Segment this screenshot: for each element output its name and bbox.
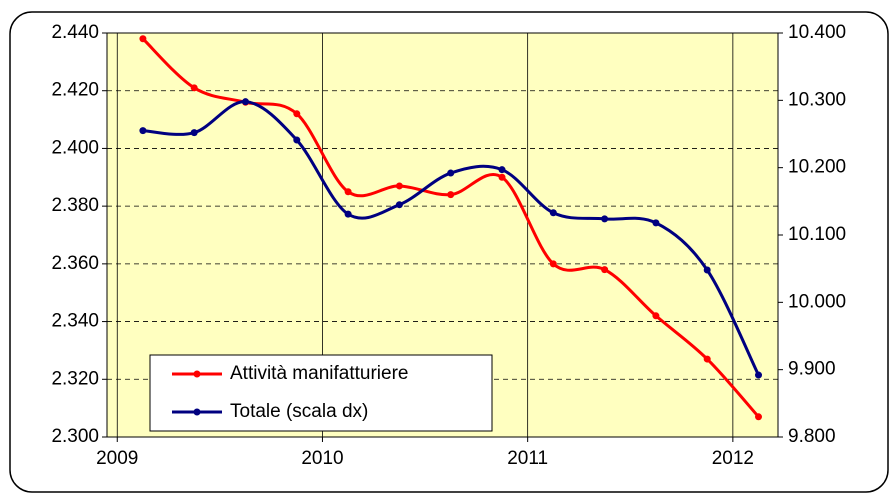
data-point <box>139 35 147 43</box>
y-tick-label: 2.440 <box>51 22 99 43</box>
y2-tick-label: 10.000 <box>788 291 846 312</box>
data-point <box>344 188 352 196</box>
data-point <box>293 110 301 118</box>
data-point <box>601 266 609 274</box>
data-point <box>755 413 763 421</box>
legend-label: Attività manifatturiere <box>230 363 408 384</box>
data-point <box>498 173 506 181</box>
y2-tick-label: 10.100 <box>788 224 846 245</box>
data-point <box>549 209 557 217</box>
data-point <box>447 191 455 199</box>
data-point <box>703 266 711 274</box>
y-tick-label: 2.380 <box>51 195 99 216</box>
data-point <box>242 98 250 106</box>
data-point <box>190 84 198 92</box>
y2-tick-label: 10.400 <box>788 22 846 43</box>
data-point <box>293 136 301 144</box>
data-point <box>652 219 660 227</box>
y2-tick-label: 9.900 <box>788 359 836 380</box>
y-tick-label: 2.300 <box>51 426 99 447</box>
data-point <box>344 210 352 218</box>
y-tick-label: 2.360 <box>51 253 99 274</box>
data-point <box>395 182 403 190</box>
x-tick-label: 2012 <box>712 448 754 469</box>
x-tick-label: 2010 <box>301 448 343 469</box>
y-tick-label: 2.420 <box>51 80 99 101</box>
data-point <box>755 371 763 379</box>
y-tick-label: 2.340 <box>51 311 99 332</box>
data-point <box>549 260 557 268</box>
legend-marker <box>193 408 201 416</box>
data-point <box>703 355 711 363</box>
data-point <box>139 127 147 135</box>
plot-frame <box>106 32 779 438</box>
data-point <box>601 215 609 223</box>
data-point <box>447 169 455 177</box>
y2-tick-label: 10.200 <box>788 157 846 178</box>
x-tick-label: 2009 <box>96 448 138 469</box>
y-tick-label: 2.320 <box>51 368 99 389</box>
data-point <box>190 129 198 137</box>
y2-tick-label: 10.300 <box>788 89 846 110</box>
y-tick-label: 2.400 <box>51 137 99 158</box>
data-point <box>498 166 506 174</box>
data-point <box>395 201 403 209</box>
legend-label: Totale (scala dx) <box>230 401 368 422</box>
legend-box <box>149 354 493 432</box>
data-point <box>652 312 660 320</box>
y2-tick-label: 9.800 <box>788 426 836 447</box>
legend-marker <box>193 370 201 378</box>
x-tick-label: 2011 <box>507 448 548 469</box>
